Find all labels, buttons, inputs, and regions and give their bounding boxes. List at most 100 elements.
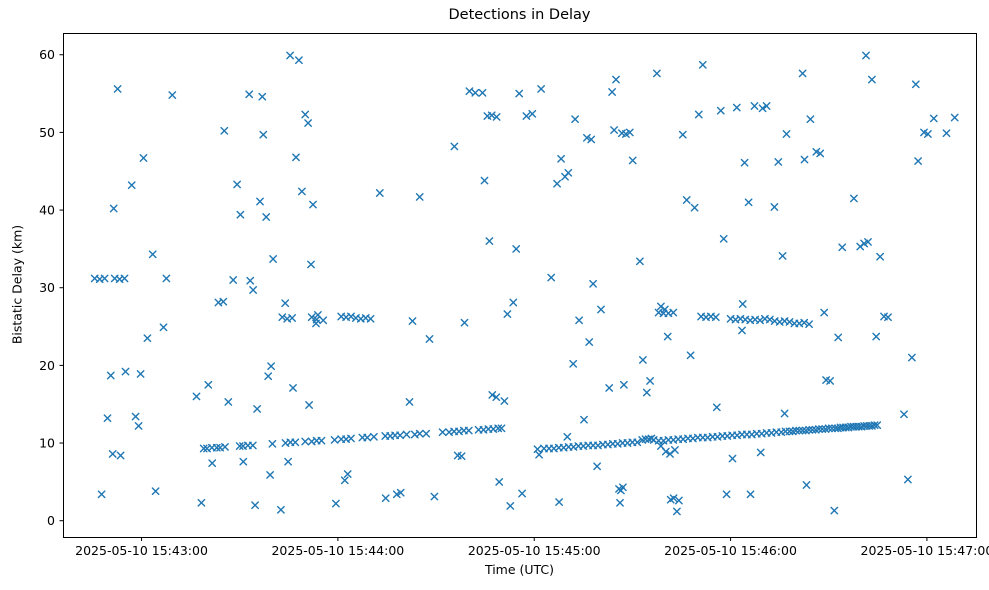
scatter-point [868,75,876,84]
scatter-point [795,426,804,435]
scatter-point [569,359,578,368]
scatter-point [266,471,274,479]
chart-title: Detections in Delay [448,7,591,23]
scatter-point [148,250,157,259]
scatter-point [571,115,579,124]
scatter-point [694,110,703,119]
scatter-point [224,398,233,406]
scatter-point [229,276,238,284]
scatter-point [488,391,497,399]
scatter-point [464,426,473,435]
x-tick-label: 2025-05-10 15:45:00 [468,543,601,558]
scatter-point [289,384,297,392]
scatter-point [738,326,746,335]
scatter-point [251,501,259,510]
scatter-point [830,506,839,515]
scatter-point [528,109,537,118]
scatter-point [765,315,774,324]
scatter-point [589,279,597,288]
scatter-point [834,333,843,342]
scatter-point [682,196,691,204]
scatter-point [625,128,634,137]
scatter-point [162,274,171,283]
y-tick-label: 10 [39,436,55,451]
scatter-point [728,454,737,463]
scatter-point [246,276,255,285]
scatter-point [256,197,264,206]
scatter-point [430,492,439,501]
scatter-point [292,153,300,162]
scatter-point [347,434,355,443]
scatter-point [770,203,779,211]
scatter-point [904,475,912,484]
scatter-point [758,104,767,113]
scatter-point [820,308,829,317]
scatter-point [245,90,254,99]
scatter-point [317,436,326,445]
scatter-point [131,412,140,421]
scatter-point [168,91,177,99]
scatter-point [774,158,783,166]
scatter-point [134,422,143,430]
scatter-point [204,380,213,389]
scatter-point [740,158,749,167]
scatter-point [500,397,509,405]
scatter-point [103,414,112,423]
scatter-point [305,401,313,409]
y-tick-label: 0 [47,513,55,528]
scatter-point [666,450,674,458]
scatter-point [332,499,340,508]
scatter-point [415,193,424,201]
scatter-point [465,87,474,96]
scatter-point [425,335,434,343]
scatter-point [873,421,882,430]
scatter-point [450,142,459,151]
scatter-point [690,203,699,212]
x-tick-label: 2025-05-10 15:47:00 [861,543,989,558]
scatter-point [864,238,872,246]
scatter-point [826,377,834,385]
scatter-point [756,316,764,325]
scatter-point [494,424,503,433]
scatter-point [480,176,489,185]
scatter-point [929,114,938,123]
scatter-point [139,154,148,162]
scatter-point [798,426,807,435]
x-axis-label: Time (UTC) [484,562,555,577]
scatter-point [661,447,670,456]
scatter-point [312,319,320,328]
scatter-point [780,409,789,418]
scatter-point [669,308,678,317]
scatter-point [862,51,870,60]
scatter-point [610,126,618,134]
scatter-point [457,452,466,461]
scatter-point [219,297,228,306]
scatter-point [762,102,771,110]
scatter-point [267,362,275,371]
scatter-point [646,377,654,385]
scatter-point [750,102,759,110]
scatter-point [782,130,791,138]
scatter-point [575,316,583,325]
scatter-point [653,69,661,78]
scatter-point [116,451,125,460]
scatter-point [678,130,687,139]
scatter-point [850,194,858,203]
scatter-point [259,130,268,139]
scatter-point [852,422,861,431]
scatter-point [716,106,725,115]
scatter-point [616,498,624,507]
scatter-point [756,448,765,457]
scatter-point [712,403,721,412]
scatter-point [911,80,920,89]
scatter-point [343,470,352,478]
scatter-point [746,490,755,499]
scatter-point [492,393,501,402]
x-tick-label: 2025-05-10 15:44:00 [271,543,404,558]
scatter-point [876,252,884,261]
scatter-point [836,423,845,432]
scatter-point [802,481,811,489]
scatter-point [900,410,908,419]
scatter-point [744,198,753,207]
